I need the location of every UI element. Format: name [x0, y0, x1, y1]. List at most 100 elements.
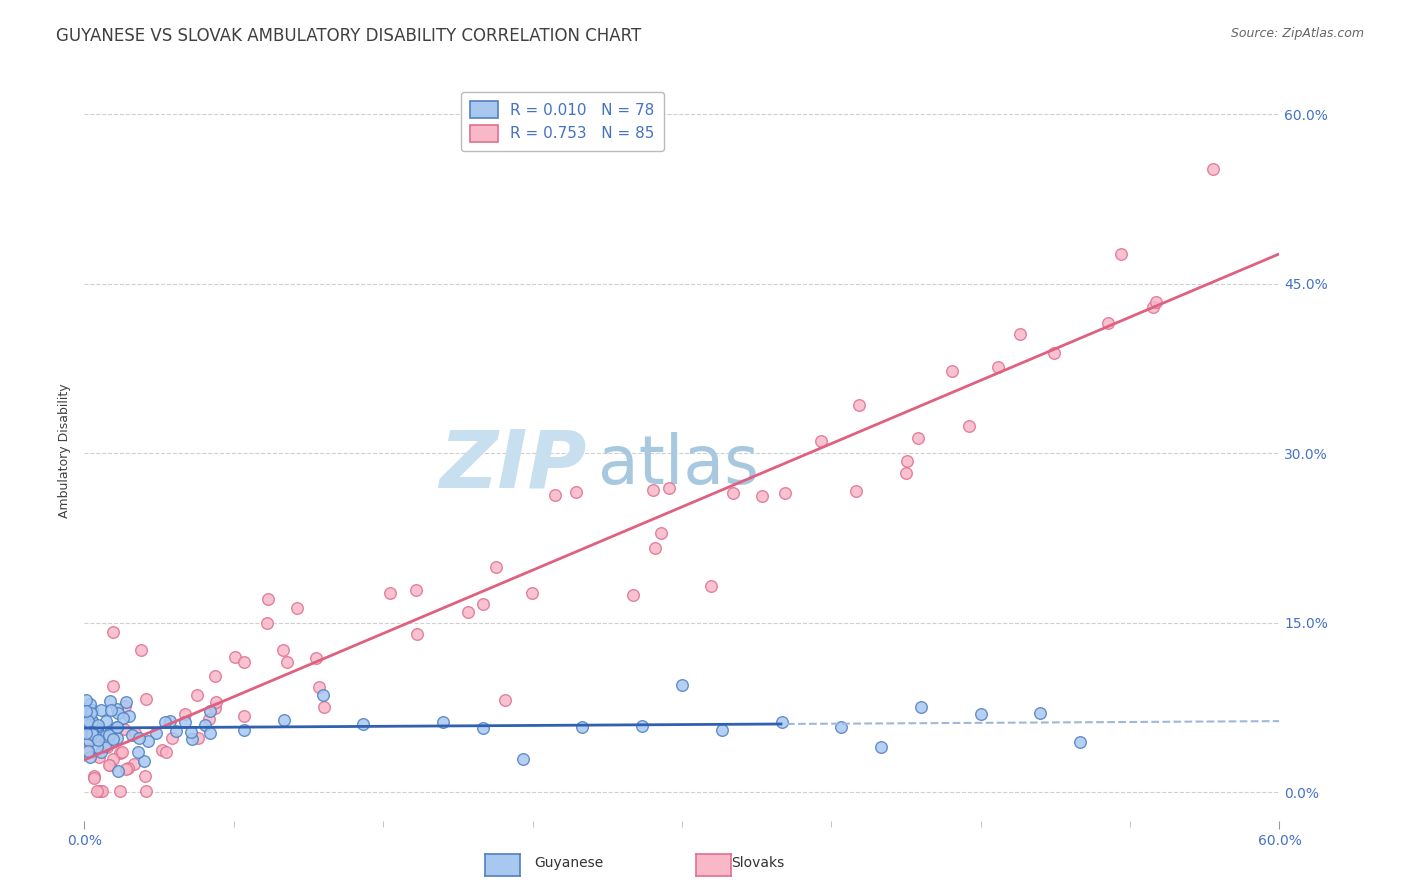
Point — [165, 723, 187, 738]
Point — [312, 699, 335, 714]
Point — [134, 769, 156, 783]
Point — [75, 725, 97, 739]
Point — [153, 715, 176, 730]
Point — [198, 704, 221, 718]
Point — [101, 731, 124, 746]
Point — [122, 756, 145, 771]
Point — [90, 703, 112, 717]
Point — [105, 721, 128, 735]
Point — [89, 784, 111, 798]
Point — [110, 745, 132, 759]
Point — [1069, 735, 1091, 749]
Point — [271, 642, 294, 657]
Point — [910, 700, 932, 714]
Point — [198, 712, 221, 726]
Point — [77, 731, 100, 746]
Point — [138, 734, 160, 748]
Point — [117, 709, 139, 723]
Point — [257, 592, 280, 607]
Point — [1097, 317, 1119, 331]
Point — [86, 723, 108, 738]
Point — [82, 725, 104, 739]
Point — [80, 714, 103, 729]
Point — [110, 784, 132, 798]
Point — [121, 728, 143, 742]
Point — [91, 784, 114, 798]
Point — [941, 364, 963, 378]
Point — [180, 725, 202, 739]
Point — [1142, 300, 1164, 314]
Text: Slovaks: Slovaks — [731, 856, 785, 871]
Text: Guyanese: Guyanese — [534, 856, 603, 871]
Point — [198, 726, 221, 740]
Point — [105, 731, 128, 746]
Point — [174, 714, 197, 729]
Point — [82, 727, 104, 741]
Text: GUYANESE VS SLOVAK AMBULATORY DISABILITY CORRELATION CHART: GUYANESE VS SLOVAK AMBULATORY DISABILITY… — [56, 27, 641, 45]
Y-axis label: Ambulatory Disability: Ambulatory Disability — [58, 384, 72, 517]
Point — [83, 771, 105, 785]
Point — [90, 745, 112, 759]
Text: Source: ZipAtlas.com: Source: ZipAtlas.com — [1230, 27, 1364, 40]
Point — [87, 718, 110, 732]
Point — [520, 586, 543, 600]
Point — [1202, 161, 1225, 176]
Point — [107, 706, 129, 720]
Point — [224, 649, 246, 664]
Point — [107, 764, 129, 779]
Point — [352, 717, 374, 731]
Point — [105, 720, 128, 734]
Point — [77, 714, 100, 728]
Point — [86, 721, 108, 735]
Point — [129, 643, 152, 657]
Point — [650, 526, 672, 541]
Point — [658, 481, 681, 495]
Point — [1008, 326, 1031, 341]
Point — [115, 762, 138, 776]
Point — [810, 434, 832, 448]
Point — [77, 733, 100, 747]
Point — [494, 693, 516, 707]
Point — [471, 721, 494, 735]
Point — [94, 729, 117, 743]
Text: ZIP: ZIP — [439, 426, 586, 504]
Point — [1042, 345, 1064, 359]
Point — [457, 605, 479, 619]
Point — [77, 723, 100, 737]
Point — [894, 466, 917, 480]
Point — [132, 754, 155, 768]
Point — [80, 706, 103, 720]
Point — [112, 722, 135, 736]
Point — [896, 454, 918, 468]
Point — [79, 697, 101, 711]
Point — [723, 485, 745, 500]
Point — [100, 723, 122, 737]
Text: atlas: atlas — [599, 433, 759, 499]
Point — [232, 723, 254, 737]
Point — [187, 731, 209, 746]
Point — [233, 709, 256, 723]
Point — [150, 742, 173, 756]
Point — [773, 486, 796, 500]
Point — [159, 714, 181, 729]
Point — [204, 701, 226, 715]
Point — [471, 597, 494, 611]
Point — [907, 431, 929, 445]
Point — [114, 695, 136, 709]
Point — [631, 719, 654, 733]
Point — [93, 739, 115, 753]
Point — [710, 723, 733, 737]
Point — [1111, 247, 1133, 261]
Point — [127, 745, 149, 759]
Point — [75, 693, 97, 707]
Point — [543, 488, 565, 502]
Point — [75, 704, 97, 718]
Point — [671, 678, 693, 692]
Point — [845, 483, 868, 498]
Point — [571, 720, 593, 734]
Point — [770, 714, 793, 729]
Point — [204, 669, 226, 683]
Point — [100, 703, 122, 717]
Point — [970, 707, 993, 722]
Point — [114, 698, 136, 713]
